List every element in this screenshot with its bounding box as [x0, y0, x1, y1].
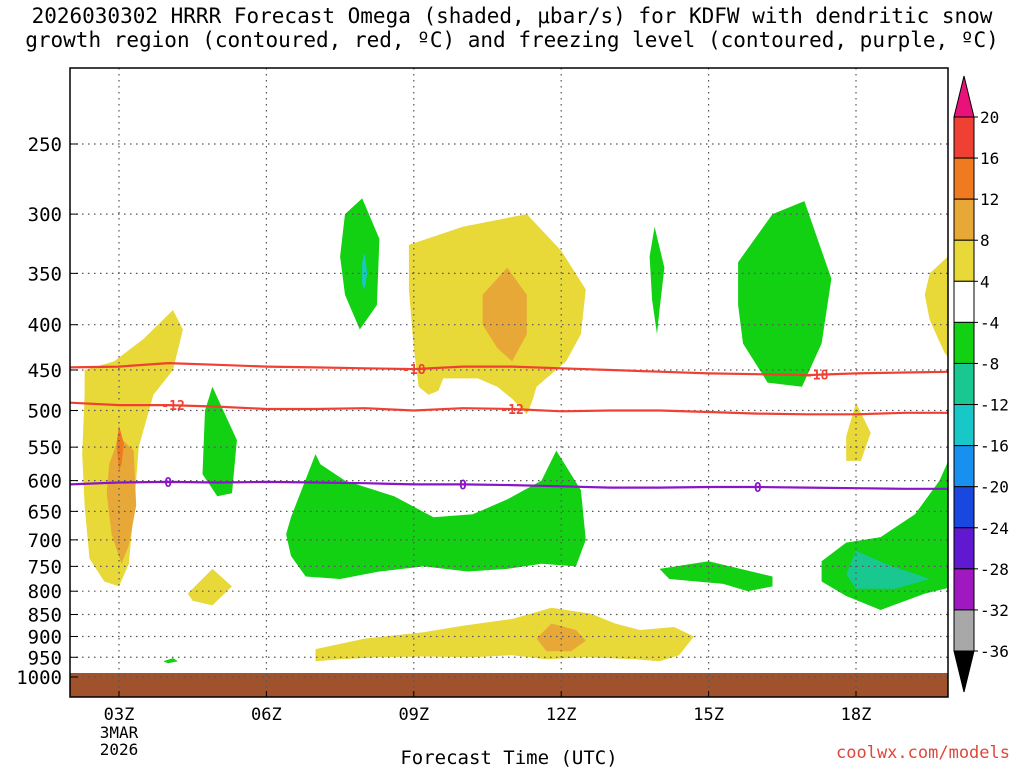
contour-label-0-0: -18: [402, 363, 426, 378]
omega-shaded-regions: [82, 198, 948, 664]
colorbar-band-1: [953, 157, 975, 200]
colorbar-label-13: -36: [980, 642, 1009, 661]
y-tick-label-350: 350: [28, 263, 62, 285]
x-axis-label: Forecast Time (UTC): [400, 747, 617, 768]
y-axis: 2503003504004505005506006507007508008509…: [16, 134, 78, 689]
x-tick-date: 3MAR: [100, 723, 139, 742]
colorbar-band-5: [953, 321, 975, 364]
y-tick-label-500: 500: [28, 401, 62, 423]
colorbar-label-10: -24: [980, 519, 1009, 538]
contour-freezing-2: [70, 480, 948, 490]
colorbar-bottom-arrow: [953, 650, 975, 693]
colorbar-label-1: 16: [980, 149, 999, 168]
omega-colorbar: 20 16 12 8 4 -4 -8 -12 -16 -20 -24 -28 -32 -36: [953, 75, 1009, 693]
colorbar-label-11: -28: [980, 560, 1009, 579]
temperature-contours: -18 -18 -12 -12 0 0 0: [70, 361, 948, 496]
x-tick-label-06Z: 06Z: [251, 705, 282, 725]
plot-frame: [69, 67, 949, 698]
colorbar-band-8: [953, 445, 975, 488]
colorbar-label-6: -8: [980, 354, 999, 373]
y-tick-label-550: 550: [28, 437, 62, 459]
omega-region-15: [659, 561, 773, 592]
y-tick-label-250: 250: [28, 134, 62, 156]
colorbar-top-arrow: [953, 75, 975, 118]
colorbar-band-10: [953, 527, 975, 570]
contour-dendritic-1: [70, 401, 948, 416]
x-tick-label-12Z: 12Z: [546, 705, 577, 725]
y-tick-label-850: 850: [28, 605, 62, 627]
y-tick-label-1000: 1000: [16, 667, 62, 689]
y-tick-label-750: 750: [28, 556, 62, 578]
omega-region-18: [315, 607, 694, 662]
colorbar-band-12: [953, 609, 975, 652]
colorbar-band-2: [953, 198, 975, 241]
omega-region-6: [340, 198, 380, 330]
omega-region-17: [846, 550, 930, 589]
x-tick-label-15Z: 15Z: [693, 705, 724, 725]
x-tick-label-09Z: 09Z: [398, 705, 429, 725]
contour-label-2-1: 0: [459, 478, 467, 493]
contour-label-1-0: -12: [161, 399, 184, 414]
y-tick-label-400: 400: [28, 315, 62, 337]
credit-text: coolwx.com/models: [836, 743, 1010, 763]
colorbar-label-9: -20: [980, 478, 1009, 497]
y-tick-label-800: 800: [28, 581, 62, 603]
contour-label-0-1: -18: [805, 369, 829, 384]
chart-title-line-1: 2026030302 HRRR Forecast Omega (shaded, …: [31, 4, 993, 28]
y-tick-label-900: 900: [28, 626, 62, 648]
y-tick-label-600: 600: [28, 471, 62, 493]
y-tick-label-700: 700: [28, 530, 62, 552]
omega-region-12: [738, 201, 832, 387]
x-tick-year: 2026: [100, 740, 139, 759]
colorbar-band-4: [953, 280, 975, 323]
y-tick-label-650: 650: [28, 501, 62, 523]
omega-region-14: [924, 256, 948, 358]
colorbar-band-3: [953, 239, 975, 282]
colorbar-label-5: -4: [980, 313, 999, 332]
omega-region-11: [649, 226, 665, 335]
omega-region-10: [286, 450, 586, 579]
grid-lines: [70, 68, 948, 697]
omega-region-13: [846, 402, 871, 461]
omega-region-0: [82, 310, 183, 587]
contour-dendritic-0: [70, 361, 948, 377]
omega-region-4: [187, 568, 232, 606]
colorbar-band-9: [953, 486, 975, 529]
colorbar-label-0: 20: [980, 108, 999, 127]
colorbar-band-11: [953, 568, 975, 611]
omega-region-5: [163, 658, 178, 664]
omega-region-9: [482, 267, 527, 362]
omega-region-3: [202, 386, 237, 497]
colorbar-band-0: [953, 116, 975, 159]
omega-region-7: [362, 253, 368, 290]
colorbar-label-2: 12: [980, 190, 999, 209]
colorbar-band-6: [953, 362, 975, 406]
colorbar-label-4: 4: [980, 272, 990, 291]
colorbar-label-3: 8: [980, 231, 990, 250]
x-tick-label-18Z: 18Z: [841, 705, 872, 725]
x-tick-label-03Z: 03Z: [104, 705, 135, 725]
y-tick-label-300: 300: [28, 204, 62, 226]
omega-region-1: [106, 436, 137, 564]
contour-label-2-0: 0: [164, 476, 172, 491]
chart-title-line-2: growth region (contoured, red, ºC) and f…: [25, 28, 999, 52]
colorbar-label-8: -16: [980, 437, 1009, 456]
colorbar-label-7: -12: [980, 396, 1009, 415]
colorbar-label-12: -32: [980, 601, 1009, 620]
omega-region-19: [536, 623, 586, 652]
y-tick-label-450: 450: [28, 360, 62, 382]
omega-region-2: [116, 425, 124, 471]
contour-label-1-1: -12: [500, 403, 523, 418]
contour-label-2-2: 0: [754, 481, 762, 496]
colorbar-band-7: [953, 404, 975, 447]
chart-title: 2026030302 HRRR Forecast Omega (shaded, …: [0, 4, 1024, 52]
y-tick-label-950: 950: [28, 647, 62, 669]
